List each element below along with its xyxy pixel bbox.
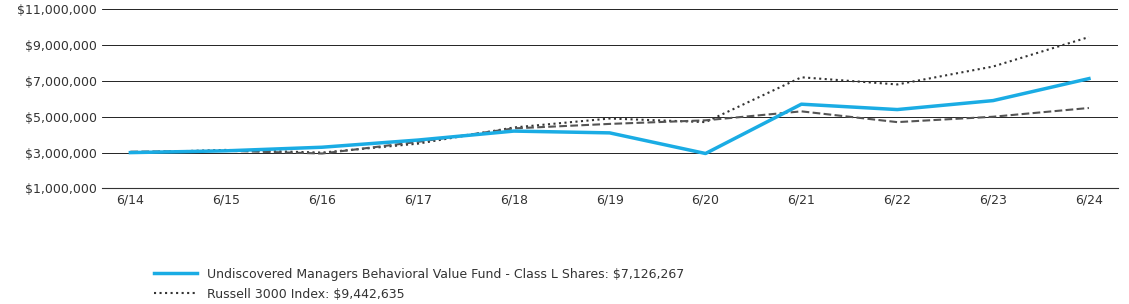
Legend: Undiscovered Managers Behavioral Value Fund - Class L Shares: $7,126,267, Russel: Undiscovered Managers Behavioral Value F… bbox=[149, 263, 690, 304]
